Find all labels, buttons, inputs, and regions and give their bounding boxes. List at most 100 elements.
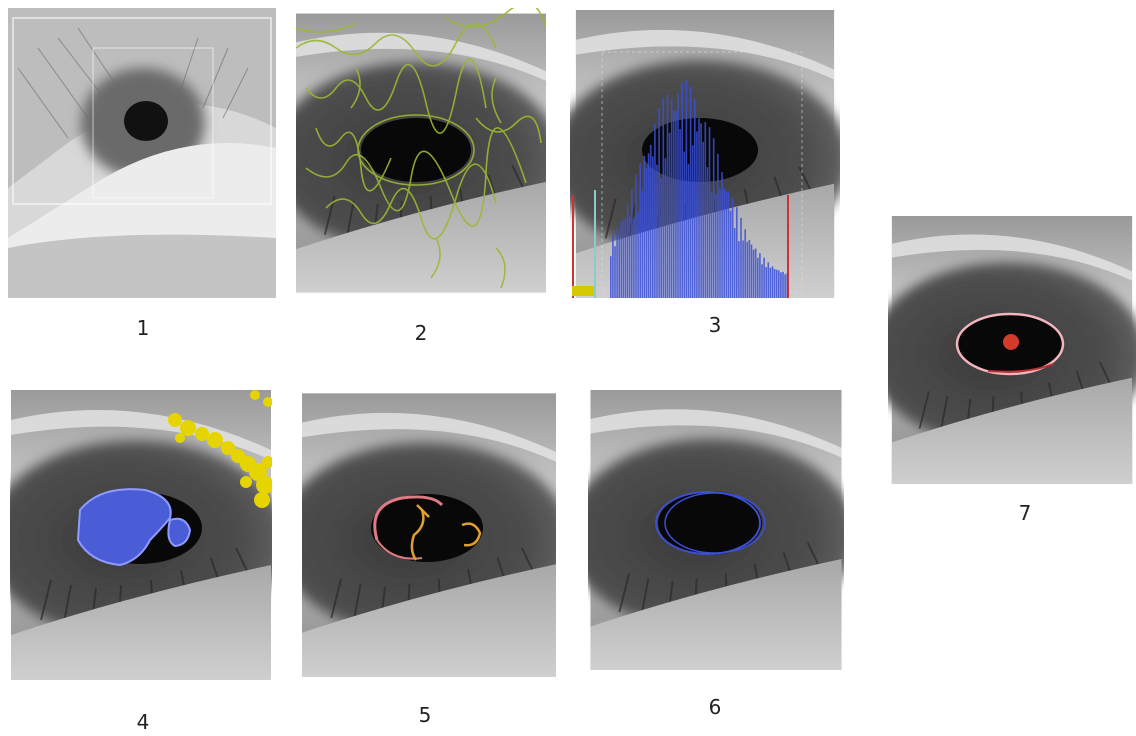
histogram-texture <box>736 207 738 298</box>
histogram-texture <box>683 151 686 298</box>
histogram-texture <box>654 124 656 298</box>
image-panel <box>10 390 272 680</box>
image-panel <box>302 390 556 680</box>
histogram-texture <box>742 240 744 298</box>
histogram-texture <box>649 144 652 298</box>
histogram-texture <box>744 229 746 298</box>
histogram-texture <box>767 262 770 298</box>
histogram-texture <box>729 210 732 298</box>
histogram-texture <box>664 158 667 298</box>
histogram-texture <box>717 153 719 298</box>
histogram-texture <box>679 128 681 298</box>
histogram-texture <box>773 269 776 298</box>
histogram-texture <box>725 191 728 298</box>
histogram-texture <box>775 269 778 298</box>
histogram-texture <box>786 273 788 298</box>
image-panel <box>296 8 546 298</box>
histogram-texture <box>677 93 679 298</box>
histogram-texture <box>761 264 763 298</box>
histogram-texture <box>624 217 627 298</box>
histogram-texture <box>622 219 625 298</box>
histogram-texture <box>694 99 696 298</box>
histogram-texture <box>759 253 761 298</box>
histogram-texture <box>681 82 683 298</box>
histogram-texture <box>691 145 694 298</box>
histogram-texture <box>778 270 780 298</box>
histogram-texture <box>641 190 644 298</box>
histogram-texture <box>687 164 690 298</box>
histogram-texture <box>721 172 723 298</box>
histogram-texture <box>626 204 629 298</box>
histogram-texture <box>780 272 782 298</box>
panel-label: 4 <box>136 710 150 734</box>
histogram-texture <box>763 257 765 298</box>
histogram-texture <box>643 155 646 298</box>
histogram-texture <box>698 118 700 298</box>
histogram-texture <box>727 191 730 298</box>
histogram-texture <box>782 271 784 298</box>
histogram-texture <box>620 221 623 298</box>
panel-label: 5 <box>418 703 432 727</box>
histogram-texture <box>645 167 648 298</box>
histogram-texture <box>746 241 749 298</box>
histogram-texture <box>719 188 721 298</box>
histogram-texture <box>656 164 658 298</box>
panel-label: 3 <box>708 313 722 337</box>
histogram-texture <box>771 266 774 298</box>
histogram-texture <box>633 218 635 298</box>
histogram-texture <box>614 246 616 298</box>
histogram-texture <box>628 216 631 298</box>
histogram-texture <box>612 234 614 298</box>
histogram-texture <box>731 198 734 298</box>
histogram-texture <box>670 98 673 298</box>
histogram-texture <box>685 80 688 298</box>
histogram-texture <box>668 132 671 298</box>
panel-label: 2 <box>414 321 428 345</box>
histogram-texture <box>647 153 650 298</box>
histogram-texture <box>610 256 612 298</box>
histogram-texture <box>666 94 669 298</box>
image-panel <box>570 10 840 298</box>
histogram-texture <box>704 121 707 298</box>
histogram-texture <box>723 188 725 298</box>
histogram-texture <box>715 194 717 298</box>
histogram-texture <box>754 248 757 298</box>
histogram-texture <box>631 189 633 298</box>
histogram-texture <box>769 267 772 298</box>
histogram-texture <box>616 227 618 298</box>
histogram-texture <box>662 97 665 298</box>
histogram-texture <box>673 110 675 298</box>
histogram-texture <box>757 257 759 298</box>
histogram-texture <box>658 107 660 298</box>
histogram-texture <box>635 174 637 298</box>
histogram-texture <box>748 239 751 298</box>
histogram-texture <box>618 233 620 298</box>
panel-label: 6 <box>708 695 722 719</box>
panel-label: 1 <box>136 316 150 340</box>
image-panel <box>8 8 276 298</box>
panel-label: 7 <box>1018 501 1032 525</box>
histogram-texture <box>696 131 698 298</box>
histogram-texture <box>689 85 692 298</box>
histogram-texture <box>784 274 786 298</box>
histogram-texture <box>750 244 753 298</box>
histogram-texture <box>675 110 677 298</box>
histogram-texture <box>652 156 654 298</box>
histogram-texture <box>639 163 641 298</box>
histogram-texture <box>765 267 767 298</box>
histogram-texture <box>637 212 639 298</box>
histogram-texture <box>752 249 755 298</box>
histogram-texture <box>712 138 715 298</box>
histogram-texture <box>733 228 736 298</box>
histogram-texture <box>706 167 709 298</box>
histogram-texture <box>708 127 711 298</box>
image-panel <box>888 216 1136 484</box>
image-panel <box>588 390 844 670</box>
histogram-texture <box>740 217 742 298</box>
histogram-texture <box>710 192 713 298</box>
histogram-texture <box>702 141 704 298</box>
histogram-texture <box>738 241 740 298</box>
histogram-texture <box>700 123 702 298</box>
histogram-texture <box>660 177 662 298</box>
